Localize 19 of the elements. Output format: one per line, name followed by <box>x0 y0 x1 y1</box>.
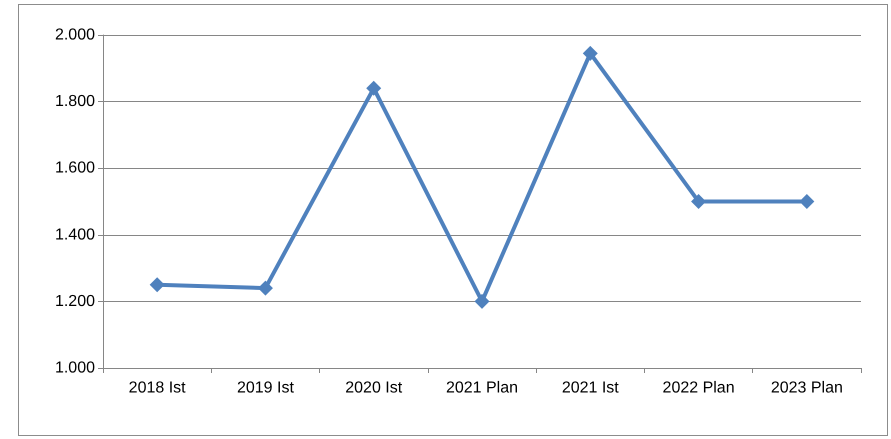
x-tick-label: 2020 Ist <box>345 380 403 396</box>
x-tick-label: 2021 Plan <box>446 380 518 396</box>
y-tick-label: 2.000 <box>54 26 96 44</box>
y-tick-label: 1.600 <box>54 160 96 177</box>
x-tick-label: 2022 Plan <box>662 380 735 396</box>
x-tick-label: 2023 Plan <box>770 380 843 396</box>
point <box>150 277 165 292</box>
point <box>582 46 598 61</box>
x-tick-label: 2021 Ist <box>562 380 620 396</box>
y-tick-label: 1.400 <box>54 226 96 244</box>
point <box>474 294 490 309</box>
point <box>258 280 273 296</box>
y-tick-label: 1.200 <box>54 292 96 310</box>
x-tick-label: 2019 Ist <box>236 380 294 396</box>
x-tick-label: 2018 Ist <box>128 380 186 396</box>
point <box>799 194 814 209</box>
y-tick-label: 1.800 <box>54 93 96 110</box>
y-tick-label: 1.000 <box>54 360 96 376</box>
point <box>366 80 382 96</box>
